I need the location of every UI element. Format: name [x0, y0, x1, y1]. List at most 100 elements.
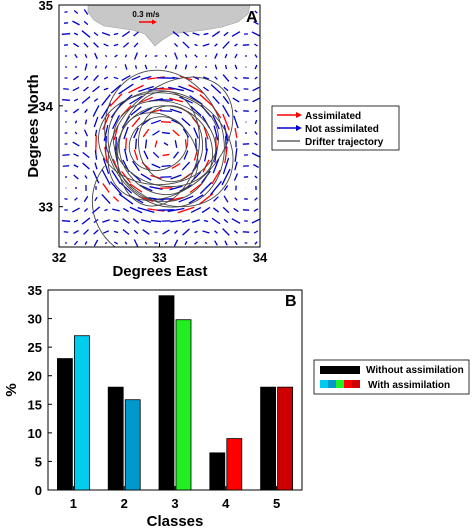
velocity-arrow-101	[101, 194, 111, 204]
velocity-arrow-73	[92, 105, 100, 117]
x-tick-label-0: 32	[52, 250, 66, 265]
velocity-arrow-155	[133, 127, 139, 139]
velocity-arrow-283	[204, 65, 208, 69]
y-tick-label-1: 34	[39, 99, 54, 114]
bar-with-class-4	[226, 438, 243, 491]
panel-a-label: A	[246, 9, 258, 26]
velocity-arrow-92	[101, 94, 111, 106]
velocity-arrow-119	[111, 170, 121, 184]
velocity-arrow-142	[123, 207, 129, 213]
velocity-arrow-85	[93, 239, 99, 247]
legend-label-without: Without assimilation	[366, 365, 464, 376]
velocity-arrow-295	[198, 193, 214, 205]
velocity-arrow-65	[84, 241, 88, 245]
velocity-arrow-233	[170, 174, 182, 180]
velocity-arrow-48	[84, 53, 88, 59]
velocity-arrow-41	[73, 219, 79, 223]
velocity-arrow-231	[173, 151, 179, 159]
velocity-arrow-98	[102, 157, 110, 175]
velocity-arrow-278	[194, 230, 198, 234]
velocity-arrow-69	[94, 65, 98, 69]
velocity-arrow-19	[61, 220, 71, 222]
velocity-arrow-177	[140, 173, 152, 181]
velocity-arrow-127	[122, 42, 130, 48]
velocity-arrow-260	[192, 32, 200, 36]
velocity-arrow-143	[122, 218, 130, 224]
velocity-arrow-196	[149, 186, 163, 190]
velocity-arrow-291	[203, 148, 209, 162]
velocity-arrow-339	[224, 240, 228, 246]
velocity-arrow-241	[182, 41, 190, 49]
legend-swatch-segment-2	[336, 380, 344, 388]
velocity-arrow-385	[254, 64, 258, 70]
legend-swatch-segment-1	[328, 380, 336, 388]
velocity-arrow-39	[74, 197, 78, 201]
velocity-arrow-71	[92, 85, 100, 93]
legend-label-with: With assimilation	[368, 380, 450, 391]
velocity-arrow-61	[83, 195, 89, 203]
velocity-arrow-122	[112, 208, 120, 212]
velocity-arrow-104	[102, 230, 110, 234]
velocity-arrow-309	[213, 125, 219, 141]
velocity-arrow-252	[181, 161, 191, 171]
velocity-arrow-238	[174, 230, 178, 234]
velocity-arrow-2	[61, 33, 71, 35]
velocity-arrow-175	[143, 150, 149, 160]
velocity-arrow-337	[223, 218, 229, 224]
bar-without-class-3	[158, 295, 175, 491]
velocity-arrow-33	[74, 131, 78, 135]
scale-label: 0.3 m/s	[132, 10, 160, 19]
velocity-arrow-306	[212, 95, 220, 105]
velocity-arrow-289	[203, 126, 209, 140]
velocity-arrow-262	[194, 54, 198, 58]
panel-a-legend: Assimilated Not assimilated Drifter trajec…	[271, 105, 400, 151]
bar-without-class-1	[57, 358, 73, 491]
velocity-arrow-88	[104, 54, 108, 58]
velocity-arrow-296	[201, 206, 211, 214]
b-x-tick-label-3: 4	[222, 496, 230, 511]
velocity-arrow-261	[194, 43, 198, 47]
panel-a-axes: 32 33 34 33 34 35	[39, 0, 268, 265]
velocity-arrow-129	[124, 64, 128, 70]
panel-b-frame	[47, 289, 303, 491]
velocity-arrow-193	[152, 151, 160, 159]
trajectory-loop-8	[107, 76, 234, 201]
velocity-arrow-383	[254, 43, 258, 47]
velocity-arrow-24	[73, 32, 79, 36]
velocity-arrow-171	[140, 107, 152, 115]
velocity-arrow-391	[254, 130, 258, 136]
velocity-arrow-10	[65, 121, 67, 123]
legend-label-0: Assimilated	[305, 111, 361, 122]
velocity-arrow-58	[82, 162, 90, 170]
velocity-arrow-202	[164, 54, 168, 58]
velocity-arrow-54	[84, 119, 88, 125]
velocity-arrow-286	[199, 93, 213, 107]
velocity-arrow-174	[144, 139, 148, 149]
velocity-arrow-13	[62, 154, 70, 156]
velocity-arrow-105	[104, 241, 108, 245]
velocity-arrow-276	[190, 207, 202, 213]
velocity-arrow-234	[169, 185, 183, 191]
velocity-arrow-102	[104, 208, 108, 212]
velocity-arrow-53	[84, 108, 88, 114]
velocity-arrow-315	[213, 196, 219, 202]
velocity-arrow-242	[184, 54, 188, 58]
b-y-tick-label-7: 35	[28, 283, 42, 298]
bar-without-class-5	[260, 386, 277, 491]
velocity-arrow-237	[170, 219, 182, 223]
velocity-arrow-51	[83, 86, 89, 92]
velocity-arrow-277	[192, 219, 200, 223]
velocity-arrow-312	[212, 158, 220, 174]
velocity-arrow-313	[211, 169, 221, 185]
velocity-arrow-299	[204, 241, 208, 245]
velocity-arrow-227	[170, 108, 182, 114]
legend-swatch-segment-0	[320, 380, 328, 388]
velocity-arrow-345	[232, 86, 240, 92]
velocity-arrow-103	[102, 219, 110, 223]
b-x-tick-label-1: 2	[121, 496, 128, 511]
velocity-arrow-126	[121, 30, 131, 38]
velocity-arrow-114	[112, 114, 120, 130]
velocity-arrow-226	[169, 97, 183, 103]
velocity-arrow-30	[73, 98, 79, 102]
velocity-arrow-169	[138, 85, 154, 93]
